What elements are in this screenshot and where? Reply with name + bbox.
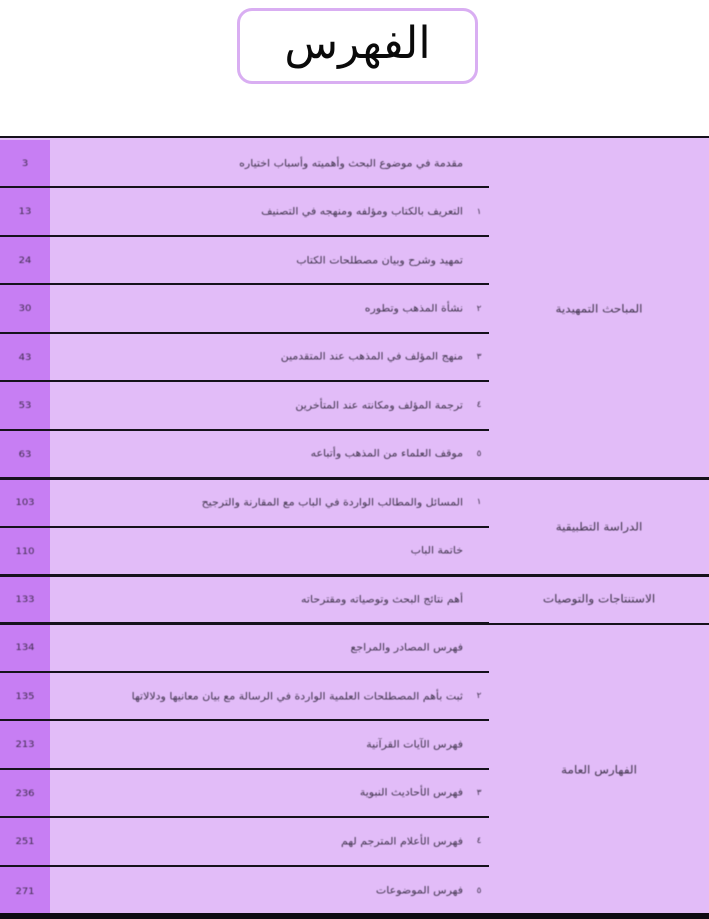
entry-cell: ٢ ثبت بأهم المصطلحات العلمية الواردة في ا… xyxy=(50,673,489,719)
page-number-cell: 63 xyxy=(18,448,32,459)
section-label: الدراسة التطبيقية xyxy=(555,520,643,533)
toc-row: 213 فهرس الآيات القرآنية xyxy=(0,721,489,770)
entry-title: نشأة المذهب وتطوره xyxy=(364,302,463,315)
toc-row: 24 تمهيد وشرح وبيان مصطلحات الكتاب xyxy=(0,237,489,286)
section-label: الاستنتاجات والتوصيات xyxy=(542,592,656,606)
entry-title: خاتمة الباب xyxy=(410,544,463,557)
entry-cell: تمهيد وشرح وبيان مصطلحات الكتاب xyxy=(50,237,489,283)
entry-number: ١ xyxy=(476,207,482,217)
toc-row: 30 ٢ نشأة المذهب وتطوره xyxy=(0,285,489,334)
entry-cell: أهم نتائج البحث وتوصياته ومقترحاته xyxy=(50,576,489,622)
section-divider-line xyxy=(0,622,709,625)
entry-number: ٣ xyxy=(476,788,482,798)
toc-row: 63 ٥ موقف العلماء من المذهب وأتباعه xyxy=(0,431,489,480)
section-cell-1: المباحث التمهيدية xyxy=(489,140,709,477)
page-number-cell: 3 xyxy=(21,158,29,169)
entry-cell: فهرس الآيات القرآنية xyxy=(50,721,489,767)
entry-number: ١ xyxy=(476,497,482,507)
toc-row: 3 مقدمة في موضوع البحث وأهميته وأسباب اخت… xyxy=(0,140,489,189)
toc-row: 251 ٤ فهرس الأعلام المترجم لهم xyxy=(0,818,489,867)
toc-rows: 3 مقدمة في موضوع البحث وأهميته وأسباب اخت… xyxy=(0,140,489,915)
entry-title: فهرس الأعلام المترجم لهم xyxy=(340,835,463,848)
entry-title: المسائل والمطالب الواردة في الباب مع الم… xyxy=(201,496,463,509)
toc-row: 236 ٣ فهرس الأحاديث النبوية xyxy=(0,770,489,819)
page-number-cell: 213 xyxy=(15,739,35,750)
section-cell-2: الدراسة التطبيقية xyxy=(489,479,709,574)
entry-title: منهج المؤلف في المذهب عند المتقدمين xyxy=(280,350,463,363)
entry-title: أهم نتائج البحث وتوصياته ومقترحاته xyxy=(301,593,463,606)
entry-number: ٢ xyxy=(476,691,482,701)
entry-cell: خاتمة الباب xyxy=(50,528,489,574)
entry-title: فهرس الأحاديث النبوية xyxy=(359,786,463,799)
entry-cell: ٢ نشأة المذهب وتطوره xyxy=(50,285,489,331)
toc-row: 53 ٤ ترجمة المؤلف ومكانته عند المتأخرين xyxy=(0,382,489,431)
entry-number: ٤ xyxy=(476,836,482,846)
entry-title: ترجمة المؤلف ومكانته عند المتأخرين xyxy=(295,399,463,412)
page-number-cell: 103 xyxy=(15,497,35,508)
entry-title: فهرس المصادر والمراجع xyxy=(350,641,463,654)
entry-cell: ١ المسائل والمطالب الواردة في الباب مع ال… xyxy=(50,479,489,525)
section-divider-line xyxy=(0,574,709,577)
page-number-cell: 24 xyxy=(18,255,32,266)
page-number-cell: 251 xyxy=(15,836,35,847)
entry-title: التعريف بالكتاب ومؤلفه ومنهجه في التصنيف xyxy=(261,205,463,218)
entry-cell: ٣ منهج المؤلف في المذهب عند المتقدمين xyxy=(50,334,489,380)
entry-title: تمهيد وشرح وبيان مصطلحات الكتاب xyxy=(296,254,463,267)
section-label: المباحث التمهيدية xyxy=(555,302,643,315)
section-cell-3: الاستنتاجات والتوصيات xyxy=(489,576,709,622)
toc-row: 134 فهرس المصادر والمراجع xyxy=(0,624,489,673)
toc-row: 103 ١ المسائل والمطالب الواردة في الباب مع… xyxy=(0,479,489,528)
section-label: الفهارس العامة xyxy=(561,763,637,777)
table-bottom-border xyxy=(0,913,709,919)
page-number-cell: 43 xyxy=(18,351,32,363)
page-number-cell: 53 xyxy=(18,400,32,411)
page-title: الفهرس xyxy=(284,18,431,69)
toc-row: 271 ٥ فهرس الموضوعات xyxy=(0,867,489,915)
page-number-cell: 133 xyxy=(15,594,35,605)
toc-row: 135 ٢ ثبت بأهم المصطلحات العلمية الواردة ف… xyxy=(0,673,489,722)
entry-title: ثبت بأهم المصطلحات العلمية الواردة في ال… xyxy=(131,690,463,703)
toc-title-box: الفهرس xyxy=(237,8,478,84)
section-cell-4: الفهارس العامة xyxy=(489,625,709,915)
entry-title: موقف العلماء من المذهب وأتباعه xyxy=(310,447,463,460)
toc-row: 43 ٣ منهج المؤلف في المذهب عند المتقدمين xyxy=(0,334,489,383)
page-number-cell: 110 xyxy=(15,545,35,556)
toc-row: 13 ١ التعريف بالكتاب ومؤلفه ومنهجه في التص… xyxy=(0,188,489,237)
entry-number: ٢ xyxy=(476,303,482,314)
page-number-cell: 135 xyxy=(15,690,35,702)
entry-number: ٥ xyxy=(476,886,482,896)
entry-cell: فهرس المصادر والمراجع xyxy=(50,624,489,670)
entry-cell: ٤ ترجمة المؤلف ومكانته عند المتأخرين xyxy=(50,382,489,428)
entry-title: فهرس الموضوعات xyxy=(375,884,463,897)
entry-cell: ٥ موقف العلماء من المذهب وأتباعه xyxy=(50,431,489,477)
entry-cell: مقدمة في موضوع البحث وأهميته وأسباب اختي… xyxy=(50,140,489,186)
toc-table: 3 مقدمة في موضوع البحث وأهميته وأسباب اخت… xyxy=(0,136,709,919)
entry-cell: ٥ فهرس الموضوعات xyxy=(50,867,489,915)
entry-cell: ١ التعريف بالكتاب ومؤلفه ومنهجه في التصني… xyxy=(50,188,489,234)
toc-row: 133 أهم نتائج البحث وتوصياته ومقترحاته xyxy=(0,576,489,625)
page-number-cell: 134 xyxy=(15,642,35,653)
toc-row: 110 خاتمة الباب xyxy=(0,528,489,576)
entry-number: ٤ xyxy=(476,400,482,411)
page-number-cell: 13 xyxy=(18,206,32,217)
page-number-column xyxy=(0,140,50,915)
page-number-cell: 271 xyxy=(15,885,35,896)
entry-cell: ٤ فهرس الأعلام المترجم لهم xyxy=(50,818,489,864)
page-number-cell: 30 xyxy=(18,303,32,314)
entry-title: فهرس الآيات القرآنية xyxy=(366,738,463,751)
entry-cell: ٣ فهرس الأحاديث النبوية xyxy=(50,770,489,816)
entry-number: ٥ xyxy=(476,449,482,459)
entry-title: مقدمة في موضوع البحث وأهميته وأسباب اختي… xyxy=(239,157,463,170)
section-divider-line xyxy=(0,477,709,480)
page-number-cell: 236 xyxy=(15,787,35,798)
entry-number: ٣ xyxy=(476,352,482,362)
